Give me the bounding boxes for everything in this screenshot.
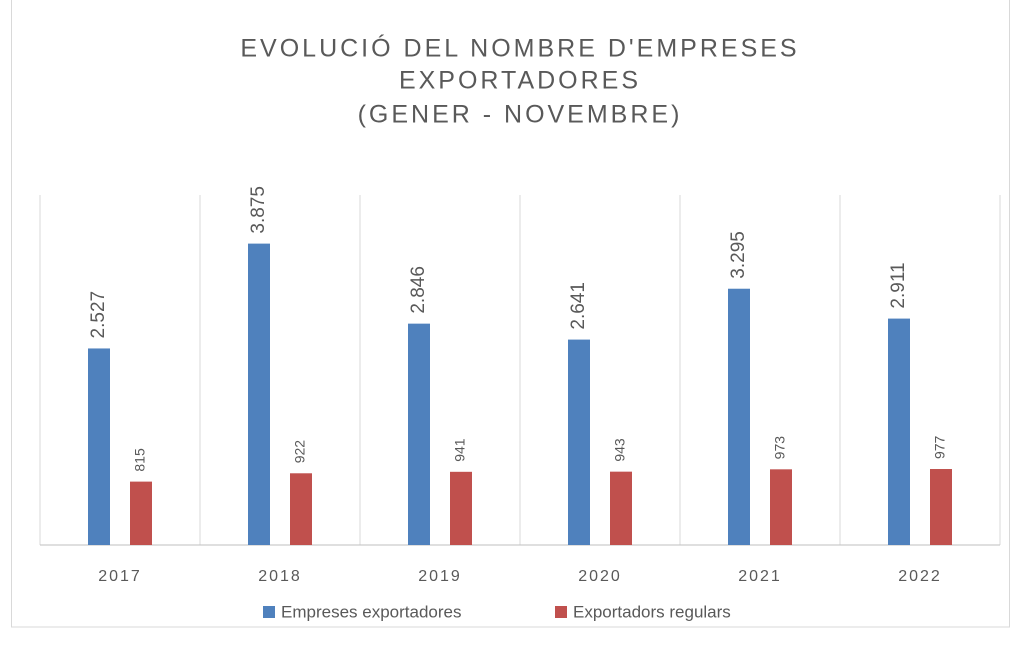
data-label: 3.295 <box>728 231 749 279</box>
x-tick-label: 2020 <box>578 568 622 585</box>
data-label: 943 <box>612 438 628 462</box>
legend-swatch <box>555 606 567 618</box>
bar <box>130 481 152 545</box>
data-label: 941 <box>452 438 468 462</box>
x-tick-label: 2017 <box>98 568 142 585</box>
chart-title: EVOLUCIÓ DEL NOMBRE D'EMPRESES <box>240 34 799 63</box>
legend-swatch <box>263 606 275 618</box>
data-label: 973 <box>772 436 788 460</box>
x-tick-label: 2021 <box>738 568 782 585</box>
data-label: 2.846 <box>408 266 429 314</box>
chart-title: (GENER - NOVEMBRE) <box>358 101 683 129</box>
chart-border <box>11 0 1010 628</box>
bar <box>290 473 312 545</box>
bar <box>930 469 952 545</box>
legend-label: Exportadors regulars <box>573 602 731 621</box>
x-tick-label: 2022 <box>898 568 942 585</box>
data-label: 922 <box>292 440 308 464</box>
data-label: 2.911 <box>888 262 909 308</box>
bar <box>770 469 792 545</box>
x-tick-label: 2019 <box>418 568 462 585</box>
data-label: 3.875 <box>248 186 269 234</box>
data-label: 815 <box>132 448 148 472</box>
bar <box>88 348 110 545</box>
data-label: 977 <box>932 435 948 459</box>
chart-title: EXPORTADORES <box>399 67 641 95</box>
data-label: 2.527 <box>88 291 109 339</box>
bar <box>728 288 750 545</box>
bar <box>450 471 472 545</box>
bar <box>888 318 910 545</box>
bar <box>248 243 270 545</box>
x-tick-label: 2018 <box>258 568 302 585</box>
bar <box>610 471 632 545</box>
data-label: 2.641 <box>568 282 589 330</box>
bar <box>568 339 590 545</box>
legend-label: Empreses exportadores <box>281 602 461 621</box>
bar <box>408 323 430 545</box>
